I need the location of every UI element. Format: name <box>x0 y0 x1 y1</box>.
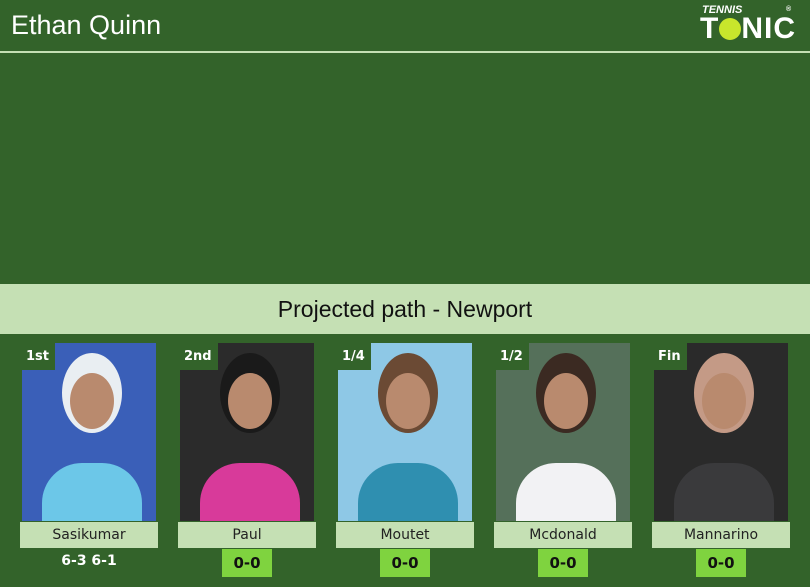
opponent-name: Sasikumar <box>20 522 158 548</box>
opponent-name: Moutet <box>336 522 474 548</box>
section-banner: Projected path - Newport <box>0 284 810 334</box>
player-photo: 1st <box>22 343 156 521</box>
round-label: 1/2 <box>496 343 529 370</box>
score-box: 0-0 <box>538 549 588 577</box>
score-box: 0-0 <box>696 549 746 577</box>
round-label: Fin <box>654 343 687 370</box>
score-box: 0-0 <box>222 549 272 577</box>
opponent-name: Mannarino <box>652 522 790 548</box>
tennis-ball-icon <box>719 18 742 40</box>
opponent-name: Paul <box>178 522 316 548</box>
opponent-name: Mcdonald <box>494 522 632 548</box>
player-photo: Fin <box>654 343 788 521</box>
round-label: 1/4 <box>338 343 371 370</box>
page-title: Ethan Quinn <box>11 10 162 40</box>
player-photo: 1/2 <box>496 343 630 521</box>
round-label: 1st <box>22 343 55 370</box>
match-result: 6-3 6-1 <box>61 553 117 569</box>
divider <box>0 51 810 53</box>
score-box: 0-0 <box>380 549 430 577</box>
player-photo: 2nd <box>180 343 314 521</box>
player-photo: 1/4 <box>338 343 472 521</box>
round-label: 2nd <box>180 343 218 370</box>
